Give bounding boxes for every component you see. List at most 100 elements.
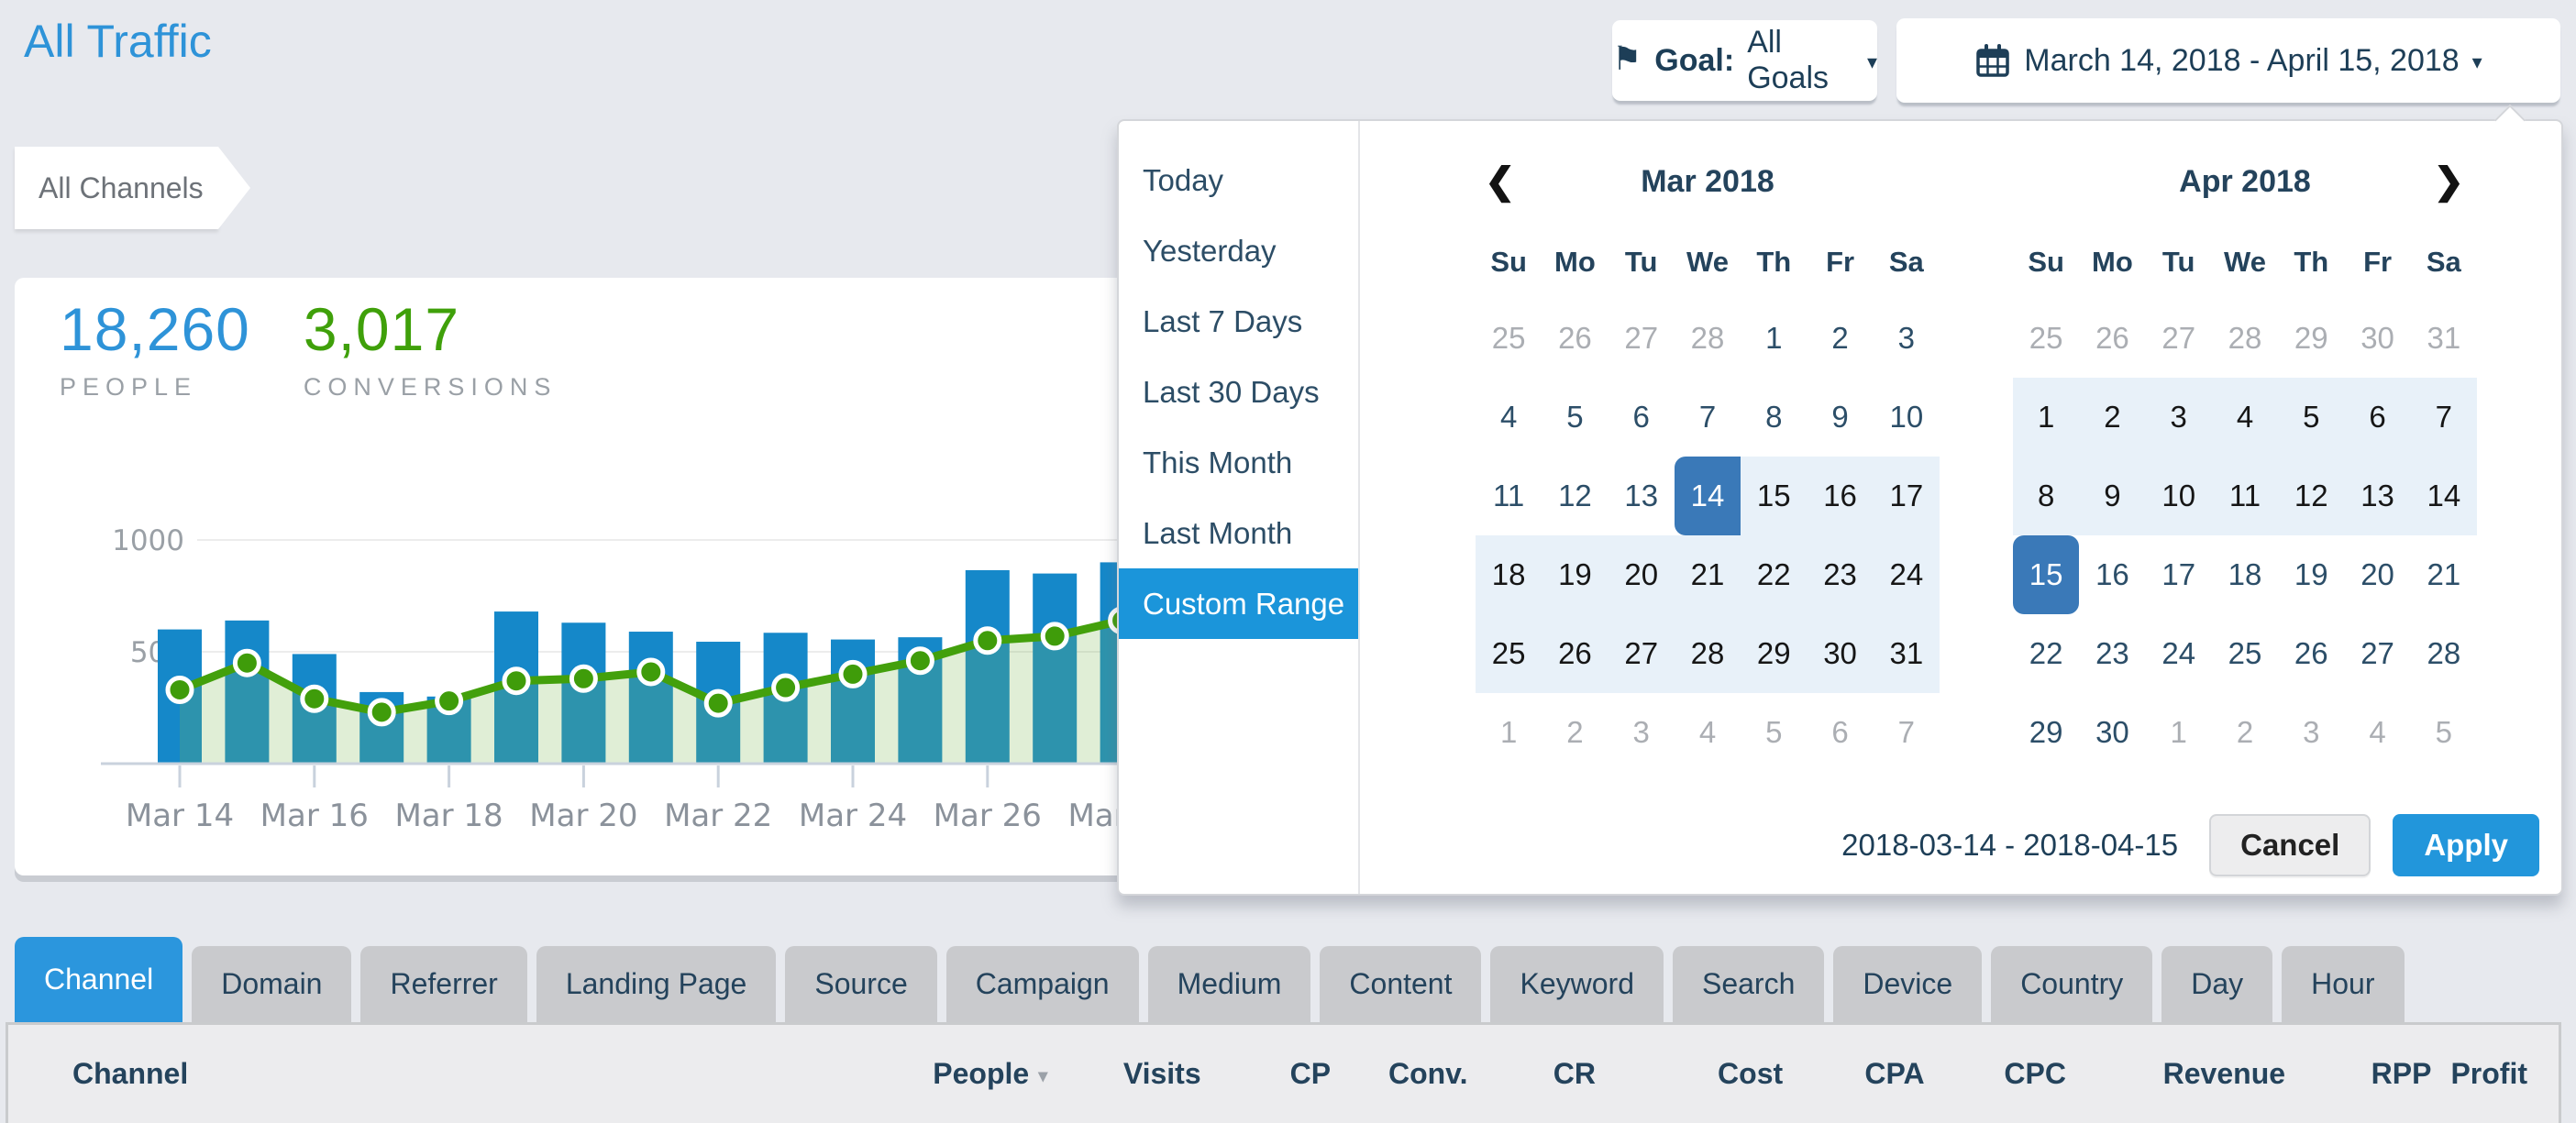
day-cell[interactable]: 2	[2079, 378, 2146, 457]
day-cell[interactable]: 13	[1624, 479, 1659, 512]
column-header-conv-[interactable]: Conv.	[1331, 1057, 1468, 1091]
prev-month-icon[interactable]: ❮	[1485, 161, 1516, 202]
point-conversions[interactable]	[973, 626, 1002, 655]
day-cell[interactable]: 30	[1807, 614, 1874, 693]
day-cell[interactable]: 23	[1807, 535, 1874, 614]
point-conversions[interactable]	[435, 687, 464, 716]
day-cell[interactable]: 25	[2228, 636, 2262, 670]
tab-day[interactable]: Day	[2161, 946, 2273, 1022]
day-cell[interactable]: 16	[2095, 557, 2129, 591]
day-cell[interactable]: 26	[2294, 636, 2328, 670]
column-header-rpp[interactable]: RPP	[2285, 1057, 2432, 1091]
day-cell[interactable]: 6	[2344, 378, 2411, 457]
day-cell[interactable]: 28	[1674, 614, 1741, 693]
column-header-cp[interactable]: CP	[1201, 1057, 1331, 1091]
bar-people[interactable]	[965, 569, 1010, 764]
tab-landing-page[interactable]: Landing Page	[536, 946, 777, 1022]
day-cell[interactable]: 27	[2161, 321, 2196, 355]
point-conversions[interactable]	[636, 657, 666, 687]
cancel-button[interactable]: Cancel	[2209, 814, 2371, 876]
bar-people[interactable]	[561, 622, 606, 764]
day-cell[interactable]: 4	[1698, 715, 1717, 749]
day-cell[interactable]: 5	[2278, 378, 2345, 457]
tab-campaign[interactable]: Campaign	[945, 946, 1139, 1022]
day-cell[interactable]: 3	[1632, 715, 1650, 749]
day-cell[interactable]: 13	[2344, 457, 2411, 535]
column-header-visits[interactable]: Visits	[1047, 1057, 1201, 1091]
day-cell[interactable]: 6	[1831, 715, 1849, 749]
day-cell[interactable]: 12	[2278, 457, 2345, 535]
preset-custom-range[interactable]: Custom Range	[1119, 568, 1358, 639]
bar-people[interactable]	[628, 632, 673, 764]
point-conversions[interactable]	[569, 664, 598, 693]
point-conversions[interactable]	[300, 684, 329, 713]
column-header-people[interactable]: People ▾	[870, 1057, 1047, 1091]
day-cell[interactable]: 20	[1608, 535, 1675, 614]
day-cell[interactable]: 18	[2228, 557, 2262, 591]
preset-last-30-days[interactable]: Last 30 Days	[1143, 375, 1320, 409]
tab-channel[interactable]: Channel	[15, 937, 183, 1022]
day-cell[interactable]: 7	[1897, 715, 1916, 749]
day-cell[interactable]: 9	[2079, 457, 2146, 535]
day-cell[interactable]: 20	[2360, 557, 2394, 591]
day-cell[interactable]: 31	[1873, 614, 1940, 693]
point-conversions[interactable]	[771, 673, 801, 702]
tab-keyword[interactable]: Keyword	[1490, 946, 1664, 1022]
day-cell[interactable]: 24	[2161, 636, 2196, 670]
day-cell[interactable]: 11	[2211, 457, 2279, 535]
point-conversions[interactable]	[838, 659, 868, 688]
point-conversions[interactable]	[1040, 622, 1069, 651]
day-cell[interactable]: 29	[1741, 614, 1808, 693]
day-cell[interactable]: 4	[2211, 378, 2279, 457]
day-cell[interactable]: 29	[2029, 715, 2063, 749]
preset-yesterday[interactable]: Yesterday	[1143, 234, 1277, 268]
point-conversions[interactable]	[905, 646, 934, 676]
goal-dropdown-button[interactable]: ⚑ Goal: All Goals ▾	[1612, 20, 1877, 101]
day-cell[interactable]: 2	[1566, 715, 1584, 749]
day-cell[interactable]: 3	[1897, 321, 1916, 355]
day-cell[interactable]: 12	[1558, 479, 1592, 512]
day-cell[interactable]: 15	[1741, 457, 1808, 535]
day-cell[interactable]: 27	[1608, 614, 1675, 693]
day-cell[interactable]: 25	[1491, 321, 1526, 355]
preset-last-7-days[interactable]: Last 7 Days	[1143, 304, 1303, 338]
column-header-cpa[interactable]: CPA	[1783, 1057, 1924, 1091]
day-cell[interactable]: 1	[1765, 321, 1783, 355]
day-cell[interactable]: 4	[1499, 400, 1518, 434]
day-cell[interactable]: 8	[1765, 400, 1783, 434]
day-cell[interactable]: 1	[2013, 378, 2080, 457]
tab-domain[interactable]: Domain	[192, 946, 352, 1022]
day-cell[interactable]: 14	[2410, 457, 2477, 535]
day-cell[interactable]: 9	[1831, 400, 1849, 434]
day-cell[interactable]: 14	[1674, 457, 1741, 535]
day-cell[interactable]: 30	[2360, 321, 2394, 355]
day-cell[interactable]: 29	[2294, 321, 2328, 355]
day-cell[interactable]: 28	[1690, 321, 1725, 355]
tab-device[interactable]: Device	[1833, 946, 1983, 1022]
day-cell[interactable]: 5	[2435, 715, 2453, 749]
next-month-icon[interactable]: ❯	[2433, 161, 2464, 202]
day-cell[interactable]: 28	[2427, 636, 2461, 670]
point-conversions[interactable]	[502, 666, 531, 696]
day-cell[interactable]: 5	[1566, 400, 1584, 434]
day-cell[interactable]: 23	[2095, 636, 2129, 670]
day-cell[interactable]: 11	[1493, 479, 1525, 512]
day-cell[interactable]: 27	[1624, 321, 1659, 355]
bar-people[interactable]	[225, 620, 270, 764]
column-header-channel[interactable]: Channel	[72, 1057, 870, 1091]
tab-country[interactable]: Country	[1991, 946, 2153, 1022]
point-conversions[interactable]	[232, 648, 261, 677]
day-cell[interactable]: 5	[1765, 715, 1783, 749]
day-cell[interactable]: 2	[2236, 715, 2254, 749]
tab-search[interactable]: Search	[1672, 946, 1825, 1022]
day-cell[interactable]: 3	[2145, 378, 2212, 457]
day-cell[interactable]: 30	[2095, 715, 2129, 749]
day-cell[interactable]: 27	[2360, 636, 2394, 670]
day-cell[interactable]: 25	[2029, 321, 2063, 355]
day-cell[interactable]: 19	[2294, 557, 2328, 591]
column-header-cpc[interactable]: CPC	[1925, 1057, 2066, 1091]
day-cell[interactable]: 4	[2369, 715, 2386, 749]
preset-last-month[interactable]: Last Month	[1143, 516, 1293, 550]
day-cell[interactable]: 3	[2303, 715, 2320, 749]
day-cell[interactable]: 2	[1831, 321, 1849, 355]
